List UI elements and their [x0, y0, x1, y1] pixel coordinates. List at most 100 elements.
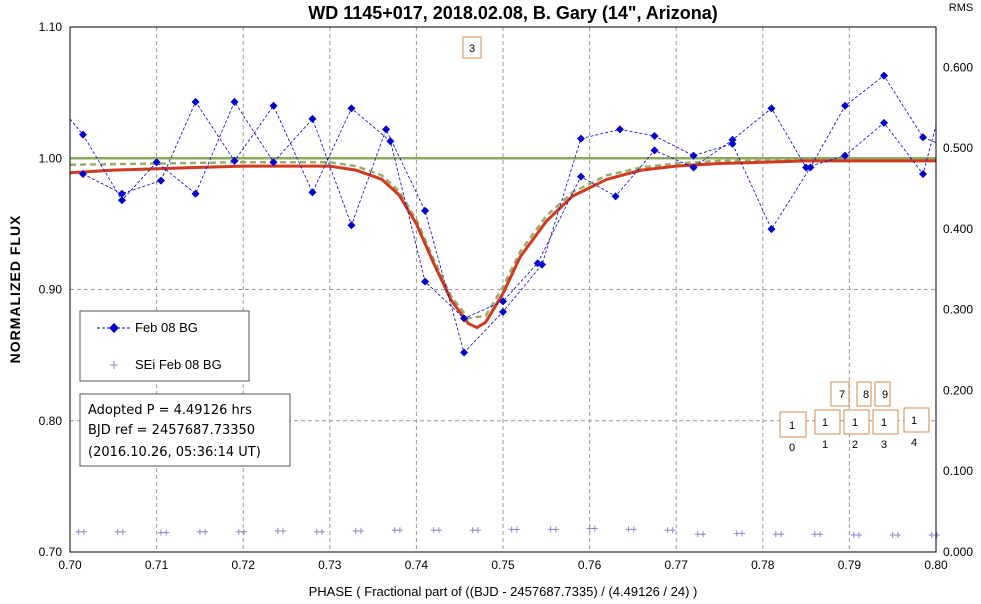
x-tick-label: 0.76 [578, 558, 602, 572]
info-box-frame [79, 393, 291, 467]
event-marker-10-top: 1 [789, 420, 795, 432]
data-point [460, 314, 469, 323]
event-marker-11-bottom: 1 [822, 439, 828, 451]
y2-tick-label: 0.200 [943, 383, 973, 397]
rms-axis-label: RMS [949, 2, 973, 14]
data-point [347, 104, 356, 113]
event-marker-12-box [843, 409, 870, 435]
event-marker-14-bottom: 4 [911, 437, 917, 449]
event-marker-13-top: 1 [881, 417, 887, 429]
data-point [230, 97, 239, 106]
y-axis-label: NORMALIZED FLUX [7, 215, 23, 364]
y2-tick-label: 0.100 [943, 464, 973, 478]
data-point [347, 221, 356, 230]
info-date: (2016.10.26, 05:36:14 UT) [88, 445, 261, 460]
data-point [152, 158, 161, 167]
x-tick-label: 0.77 [665, 558, 689, 572]
data-point [767, 104, 776, 113]
event-marker-13-bottom: 3 [881, 439, 887, 451]
event-marker-11-top: 1 [822, 417, 828, 429]
data-point [499, 297, 507, 306]
event-marker-14-top: 1 [911, 415, 917, 427]
y2-tick-label: 0.300 [943, 303, 973, 317]
legend-label-sei: SEi Feb 08 BG [135, 357, 222, 372]
x-tick-label: 0.71 [145, 558, 169, 572]
data-point [269, 158, 278, 167]
event-marker-3-box [462, 36, 482, 59]
data-point [533, 259, 542, 268]
event-marker-7: 7 [839, 389, 845, 401]
data-connector-line [82, 100, 937, 319]
y2-tick-labels: 0.000 0.100 0.200 0.300 0.400 0.500 0.600 [943, 60, 973, 559]
plot-frame [69, 26, 937, 553]
data-point [78, 170, 87, 178]
legend-marker-feb08 [109, 323, 119, 333]
y-tick-label: 0.70 [39, 545, 63, 559]
data-point [689, 151, 698, 160]
event-marker-10-box [779, 411, 807, 438]
data-point [880, 71, 889, 80]
event-marker-14-box [903, 407, 930, 433]
x-tick-label: 0.74 [405, 558, 429, 572]
data-point [650, 146, 659, 155]
x-tick-label: 0.79 [838, 558, 862, 572]
y2-tick-label: 0.600 [943, 60, 973, 74]
event-marker-12-bottom: 2 [852, 439, 858, 451]
data-point [615, 125, 624, 134]
x-tick-labels: 0.70 0.71 0.72 0.73 0.74 0.75 0.76 0.77 0.78 0.79… [58, 558, 948, 572]
event-marker-8: 8 [863, 389, 869, 401]
data-point [230, 156, 239, 165]
y2-tick-label: 0.000 [943, 545, 973, 559]
data-point [576, 172, 585, 181]
info-box: Adopted P = 4.49126 hrs BJD ref = 245768… [79, 393, 291, 467]
legend-box [79, 310, 250, 382]
x-tick-label: 0.73 [318, 558, 342, 572]
data-point [117, 189, 126, 198]
event-marker-9-box [874, 381, 891, 407]
y-tick-label: 1.00 [39, 151, 63, 165]
data-point [156, 176, 165, 185]
y-tick-labels: 0.70 0.80 0.90 1.00 1.10 [39, 20, 63, 559]
x-tick-label: 0.70 [58, 558, 82, 572]
data-point [841, 151, 850, 160]
fit-model-line [69, 159, 936, 330]
event-marker-13-box [872, 409, 899, 435]
x-tick-label: 0.78 [751, 558, 775, 572]
data-point [919, 133, 928, 142]
y-tick-label: 0.90 [39, 283, 63, 297]
data-point [919, 170, 928, 178]
data-point [650, 131, 659, 140]
data-point [767, 225, 776, 234]
event-marker-10-bottom: 0 [789, 442, 795, 454]
info-bjd-ref: BJD ref = 2457687.73350 [88, 423, 255, 438]
data-point [499, 307, 507, 316]
data-point [382, 125, 391, 134]
event-marker-3: 3 [469, 43, 475, 55]
data-point [841, 101, 850, 110]
data-point [308, 114, 317, 123]
data-point [611, 192, 620, 201]
legend-label-feb08: Feb 08 BG [135, 320, 198, 335]
x-tick-label: 0.72 [232, 558, 256, 572]
y2-tick-label: 0.400 [943, 222, 973, 236]
data-point [269, 101, 278, 110]
data-point [308, 188, 317, 197]
x-tick-label: 0.75 [491, 558, 515, 572]
event-marker-11-box [814, 409, 841, 435]
data-point [421, 277, 430, 286]
y-tick-label: 1.10 [39, 20, 63, 34]
data-point [728, 135, 737, 144]
legend: Feb 08 BG SEi Feb 08 BG [79, 310, 250, 382]
data-point [117, 196, 126, 205]
y2-tick-label: 0.500 [943, 141, 973, 155]
data-point [386, 137, 395, 146]
data-point [576, 134, 585, 143]
data-point [880, 118, 889, 127]
data-point [78, 130, 87, 139]
info-period: Adopted P = 4.49126 hrs [88, 403, 252, 418]
series-layer [69, 71, 940, 539]
event-marker-8-box [856, 381, 872, 407]
data-point [460, 348, 469, 357]
data-point [421, 206, 430, 215]
